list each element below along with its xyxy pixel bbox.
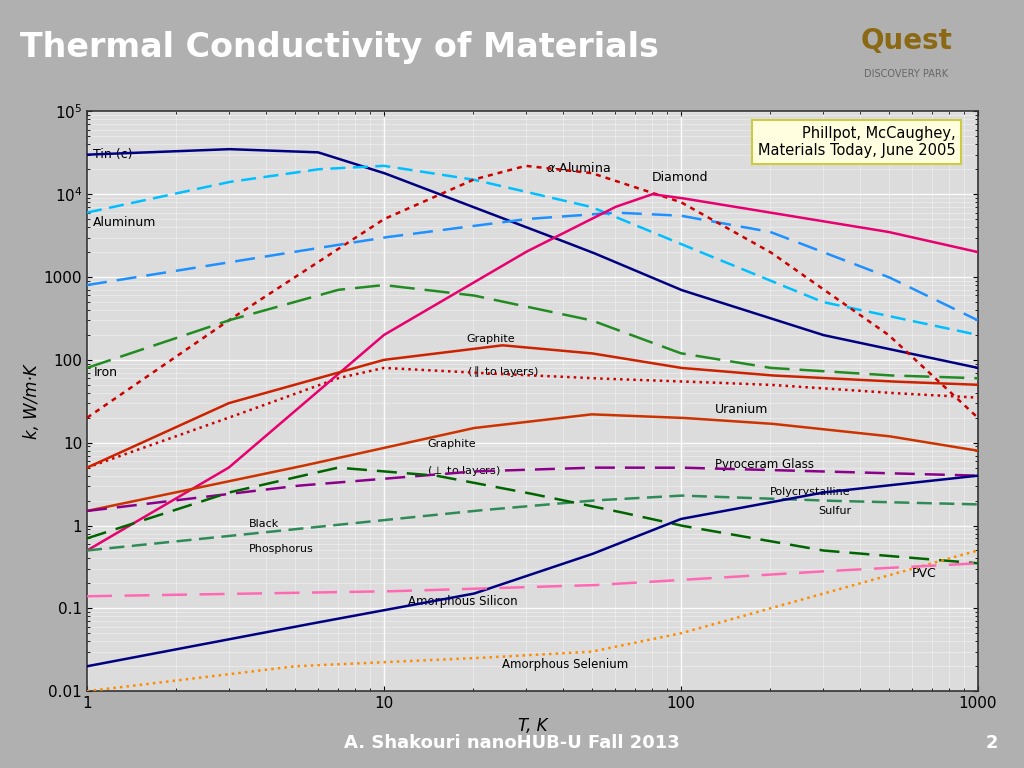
Text: Thermal Conductivity of Materials: Thermal Conductivity of Materials [19,31,658,64]
Text: Uranium: Uranium [715,403,768,416]
Text: ($\perp$ to layers): ($\perp$ to layers) [427,464,501,478]
Text: ($\parallel$ to layers): ($\parallel$ to layers) [467,364,539,379]
Text: Diamond: Diamond [652,170,709,184]
Text: Amorphous Silicon: Amorphous Silicon [408,595,517,608]
Text: Phosphorus: Phosphorus [249,544,313,554]
Text: 2: 2 [986,734,998,752]
Text: Quest: Quest [860,27,952,55]
Text: $\alpha$-Alumina: $\alpha$-Alumina [546,161,610,174]
Text: Aluminum: Aluminum [93,217,157,230]
Text: Pyroceram Glass: Pyroceram Glass [715,458,814,471]
Text: Graphite: Graphite [467,334,515,344]
Text: Graphite: Graphite [427,439,476,449]
Text: PVC: PVC [912,568,937,581]
Text: Tin (c): Tin (c) [93,148,133,161]
Y-axis label: k, W/m·K: k, W/m·K [23,364,41,439]
Text: Phillpot, McCaughey,
Materials Today, June 2005: Phillpot, McCaughey, Materials Today, Ju… [758,126,955,158]
Text: Sulfur: Sulfur [818,506,851,516]
Text: DISCOVERY PARK: DISCOVERY PARK [864,69,948,79]
Text: Polycrystalline: Polycrystalline [770,487,851,497]
Text: Black: Black [249,519,279,529]
Text: Iron: Iron [93,366,118,379]
X-axis label: T, K: T, K [518,717,547,735]
Text: Amorphous Selenium: Amorphous Selenium [502,658,629,671]
Text: A. Shakouri nanoHUB-U Fall 2013: A. Shakouri nanoHUB-U Fall 2013 [344,734,680,752]
